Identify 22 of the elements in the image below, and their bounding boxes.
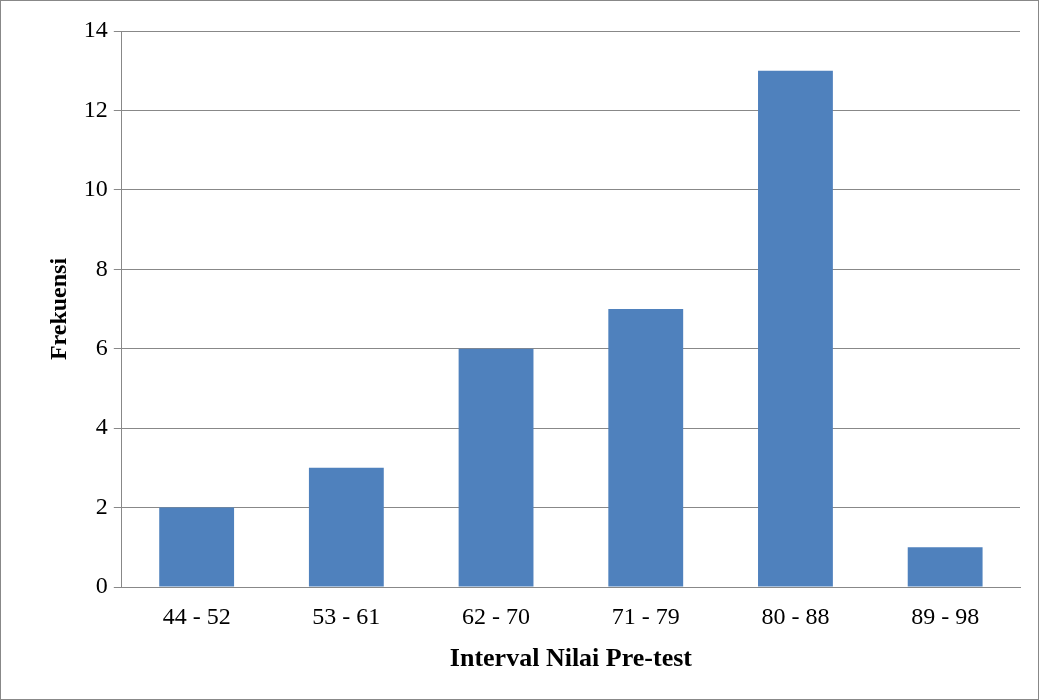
x-tick-label: 44 - 52 [162,602,231,629]
y-tick-label: 0 [95,572,108,599]
y-tick-label: 2 [95,492,108,519]
bar [907,547,983,587]
x-tick-label: 71 - 79 [611,602,680,629]
x-tick-label: 53 - 61 [312,602,381,629]
bar [608,309,684,587]
y-tick-label: 10 [83,175,108,202]
bar [758,70,833,587]
x-tick-label: 80 - 88 [761,602,830,629]
bar [458,348,534,587]
bar [159,507,235,587]
y-axis-title: Frekuensi [44,257,71,361]
y-tick-label: 6 [95,334,108,361]
x-axis-title: Interval Nilai Pre-test [449,643,693,673]
y-tick-label: 8 [95,254,108,281]
y-tick-label: 14 [83,16,108,43]
x-tick-label: 62 - 70 [462,602,531,629]
bar [308,467,384,587]
x-tick-label: 89 - 98 [911,602,980,629]
y-tick-label: 12 [83,95,108,122]
y-tick-label: 4 [95,413,108,440]
